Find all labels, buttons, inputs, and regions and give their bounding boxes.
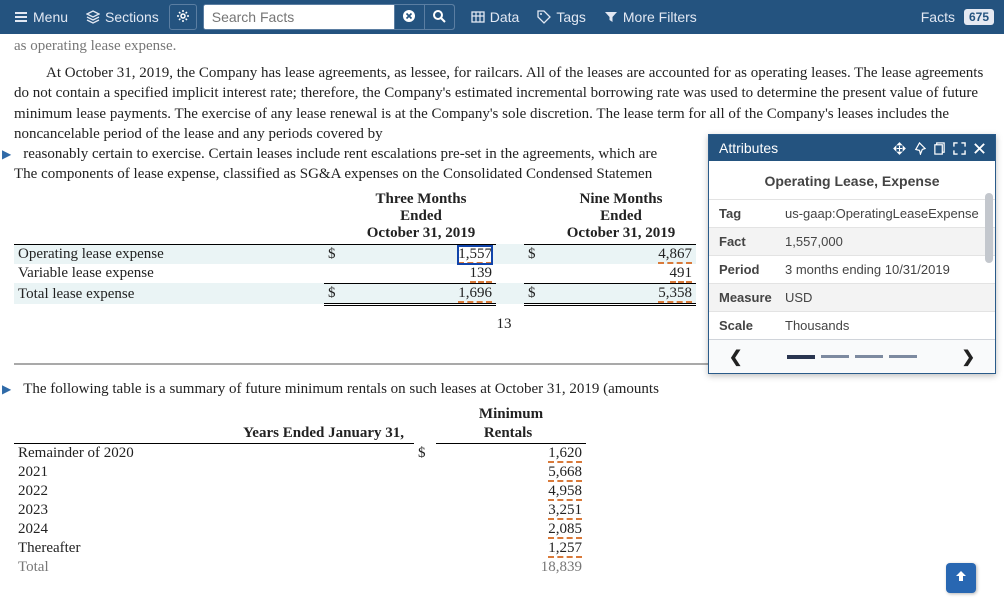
search-clear-button[interactable] — [394, 5, 424, 29]
fact-value[interactable]: 4,867 — [658, 246, 692, 264]
fact-value[interactable]: 1,257 — [548, 540, 582, 558]
row-label: Variable lease expense — [14, 264, 324, 284]
attr-row: Fact1,557,000 — [709, 227, 995, 255]
tags-label: Tags — [556, 9, 586, 25]
table-row: 20233,251 — [14, 501, 586, 520]
stack-icon — [86, 10, 100, 24]
table-row: 20215,668 — [14, 463, 586, 482]
table-row: 20242,085 — [14, 520, 586, 539]
move-icon[interactable] — [889, 138, 909, 158]
back-to-top-button[interactable] — [946, 563, 976, 593]
facts-label: Facts — [921, 9, 955, 25]
data-label: Data — [490, 9, 520, 25]
para-text-3: The components of lease expense, classif… — [14, 166, 652, 182]
col1-hdr-l1: Three Months — [346, 191, 496, 208]
attr-row: Tagus-gaap:OperatingLeaseExpense — [709, 199, 995, 227]
fact-value[interactable]: 4,958 — [548, 483, 582, 501]
hamburger-icon — [14, 10, 28, 24]
min-hdr-l2: Rentals — [436, 424, 586, 444]
settings-button[interactable] — [169, 4, 197, 30]
facts-count-badge: 675 — [964, 9, 994, 25]
prev-fact-button[interactable]: ❮ — [723, 343, 748, 371]
attributes-panel: Attributes Operating Lease, Expense Tagu… — [708, 134, 996, 374]
table-row: Variable lease expense 139 491 — [14, 264, 696, 284]
fact-value[interactable]: 139 — [470, 265, 493, 283]
copy-icon[interactable] — [929, 138, 949, 158]
search-icon — [432, 9, 446, 26]
table-row-total: Total lease expense $ 1,696 $ 5,358 — [14, 283, 696, 304]
section-caret-icon[interactable]: ▶ — [2, 382, 11, 396]
panel-scrollbar[interactable] — [983, 167, 993, 333]
close-icon[interactable] — [969, 138, 989, 158]
tags-button[interactable]: Tags — [529, 3, 594, 31]
col2-hdr-l2: Ended — [546, 208, 696, 225]
filters-label: More Filters — [623, 9, 697, 25]
search-input[interactable] — [204, 5, 394, 29]
attr-row: MeasureUSD — [709, 283, 995, 311]
search-submit-button[interactable] — [424, 5, 454, 29]
filters-button[interactable]: More Filters — [596, 3, 705, 31]
fact-value[interactable]: 1,696 — [458, 285, 492, 303]
arrow-up-icon — [954, 569, 968, 588]
fact-value[interactable]: 2,085 — [548, 521, 582, 539]
menu-label: Menu — [33, 9, 68, 25]
panel-header[interactable]: Attributes — [709, 135, 995, 161]
fact-value[interactable]: 5,358 — [658, 285, 692, 303]
intro-text: The following table is a summary of futu… — [23, 381, 659, 397]
fact-value[interactable]: 491 — [670, 265, 693, 283]
truncated-prev-line: as operating lease expense. — [14, 38, 994, 55]
search-box — [203, 4, 455, 30]
expand-icon[interactable] — [949, 138, 969, 158]
section-caret-icon[interactable]: ▶ — [2, 147, 11, 161]
panel-body: Operating Lease, Expense Tagus-gaap:Oper… — [709, 161, 995, 339]
table-row: 20224,958 — [14, 482, 586, 501]
sections-label: Sections — [105, 9, 159, 25]
menu-button[interactable]: Menu — [6, 3, 76, 31]
col2-hdr-l3: October 31, 2019 — [546, 225, 696, 245]
tag-icon — [537, 10, 551, 24]
col1-hdr-l2: Ended — [346, 208, 496, 225]
fact-value[interactable]: 5,668 — [548, 464, 582, 482]
attr-row: ScaleThousands — [709, 311, 995, 339]
sections-button[interactable]: Sections — [78, 3, 167, 31]
fact-value[interactable]: 1,620 — [548, 445, 582, 463]
funnel-icon — [604, 10, 618, 24]
table-row: Thereafter1,257 — [14, 539, 586, 558]
close-circle-icon — [402, 9, 416, 26]
panel-tab-indicator[interactable] — [787, 355, 917, 359]
years-header: Years Ended January 31, — [14, 424, 414, 444]
fact-value-selected[interactable]: 1,557 — [458, 246, 492, 264]
table-row: Operating lease expense $ 1,557 $ 4,867 — [14, 244, 696, 264]
fact-value[interactable]: 3,251 — [548, 502, 582, 520]
lease-expense-table: Three Months Nine Months Ended Ended Oct… — [14, 191, 696, 306]
future-rentals-intro: ▶The following table is a summary of fut… — [14, 379, 994, 399]
row-label: Operating lease expense — [14, 244, 324, 264]
col1-hdr-l3: October 31, 2019 — [346, 225, 496, 245]
next-fact-button[interactable]: ❯ — [956, 343, 981, 371]
panel-footer: ❮ ❯ — [709, 339, 995, 373]
para-text-2: reasonably certain to exercise. Certain … — [23, 146, 657, 162]
grid-icon — [471, 10, 485, 24]
table-row: Remainder of 2020$1,620 — [14, 443, 586, 463]
col2-hdr-l1: Nine Months — [546, 191, 696, 208]
gear-icon — [176, 9, 190, 26]
panel-title: Attributes — [719, 140, 889, 156]
table-row-cut: Total18,839 — [14, 558, 586, 577]
pin-icon[interactable] — [909, 138, 929, 158]
data-button[interactable]: Data — [463, 3, 528, 31]
row-label: Total lease expense — [14, 283, 324, 304]
fact-heading: Operating Lease, Expense — [709, 161, 995, 199]
minimum-rentals-table: Minimum Years Ended January 31, Rentals … — [14, 405, 586, 577]
min-hdr-l1: Minimum — [436, 405, 586, 424]
para-text-1: At October 31, 2019, the Company has lea… — [14, 65, 983, 142]
attr-row: Period3 months ending 10/31/2019 — [709, 255, 995, 283]
top-toolbar: Menu Sections Data — [0, 0, 1004, 34]
facts-button[interactable]: Facts 675 — [913, 3, 998, 31]
